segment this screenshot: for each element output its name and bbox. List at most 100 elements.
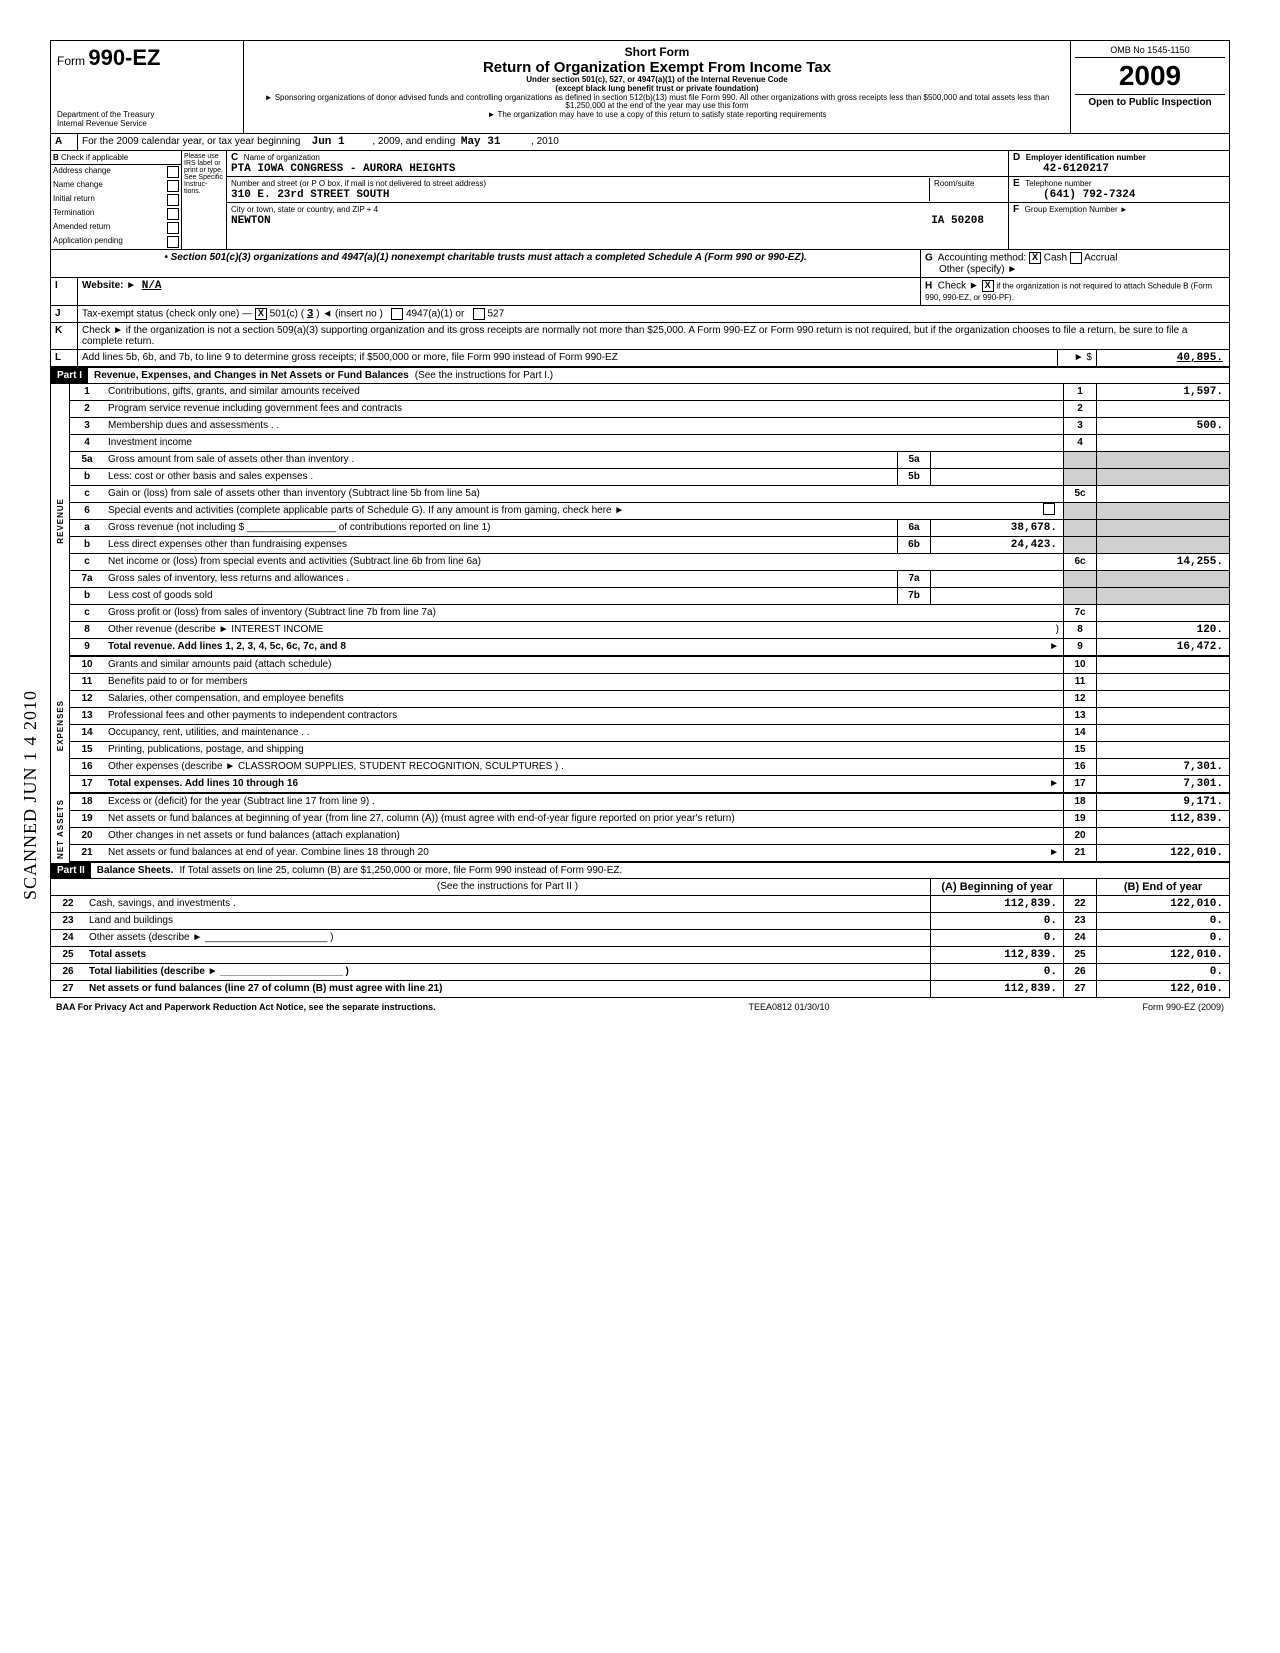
l5b-sv (931, 469, 1063, 485)
checkbox-icon[interactable] (167, 208, 179, 220)
part1-header: Part I Revenue, Expenses, and Changes in… (51, 368, 1229, 384)
l6c-amt: 14,255. (1096, 554, 1229, 570)
g-other: Other (specify) ► (939, 264, 1017, 275)
checkbox-icon[interactable] (167, 180, 179, 192)
l13-amt (1096, 708, 1229, 724)
scanned-stamp: SCANNED JUN 1 4 2010 (20, 690, 41, 900)
l-arrow: ► $ (1057, 350, 1096, 366)
l1-desc: Contributions, gifts, grants, and simila… (104, 384, 1063, 400)
l6-desc: Special events and activities (complete … (104, 503, 1043, 519)
j-insert: ) ◄ (insert no ) (316, 308, 383, 319)
l-value: 40,895. (1096, 350, 1229, 366)
j-title: Tax-exempt status (check only one) — (82, 308, 252, 319)
l12-desc: Salaries, other compensation, and employ… (104, 691, 1063, 707)
part2-title: Balance Sheets. (91, 863, 180, 878)
p2-22-b: 122,010. (1096, 896, 1229, 912)
section-j: J Tax-exempt status (check only one) — X… (51, 306, 1229, 324)
e-title: Telephone number (1025, 179, 1091, 188)
l7a-sv (931, 571, 1063, 587)
part2-instr: (See the instructions for Part II ) (85, 879, 930, 895)
checkbox-icon[interactable] (167, 236, 179, 248)
l5b-box: 5b (897, 469, 931, 485)
open-inspection: Open to Public Inspection (1075, 94, 1225, 108)
p2-25-b: 122,010. (1096, 947, 1229, 963)
section-i-h: I Website: ► N/A H Check ► X if the orga… (51, 278, 1229, 306)
h-checkbox[interactable]: X (982, 280, 994, 292)
l20-desc: Other changes in net assets or fund bala… (104, 828, 1063, 844)
l8-amt: 120. (1096, 622, 1229, 638)
p2-22-desc: Cash, savings, and investments . (85, 896, 930, 912)
l1-amt: 1,597. (1096, 384, 1229, 400)
accrual-checkbox[interactable] (1070, 252, 1082, 264)
l5a-sv (931, 452, 1063, 468)
label-i: I (51, 278, 78, 305)
part1-body: REVENUE 1Contributions, gifts, grants, a… (51, 384, 1229, 657)
h-title: Check ► (938, 280, 979, 291)
period-row: A For the 2009 calendar year, or tax yea… (51, 134, 1229, 151)
title-short: Short Form (248, 45, 1066, 59)
l14-amt (1096, 725, 1229, 741)
tax-year: 2009 (1075, 60, 1225, 92)
phone-value: (641) 792-7324 (1043, 189, 1135, 201)
section-l: L Add lines 5b, 6b, and 7b, to line 9 to… (51, 350, 1229, 368)
l5a-box: 5a (897, 452, 931, 468)
state-zip: IA 50208 (931, 215, 984, 227)
checkbox-icon[interactable] (167, 194, 179, 206)
title-main: Return of Organization Exempt From Incom… (248, 59, 1066, 76)
j-527-checkbox[interactable] (473, 308, 485, 320)
chk-amended: Amended return (53, 222, 110, 234)
l6a-desc: Gross revenue (not including $ _________… (104, 520, 897, 536)
city-label: City or town, state or country, and ZIP … (231, 205, 378, 214)
checkbox-icon[interactable] (167, 222, 179, 234)
label-g: G (925, 252, 933, 263)
j-501c-checkbox[interactable]: X (255, 308, 267, 320)
g-title: Accounting method: (938, 252, 1026, 263)
form-header: Form 990-EZ Department of the Treasury I… (51, 41, 1229, 134)
p2-24-a: 0. (930, 930, 1063, 946)
l7a-desc: Gross sales of inventory, less returns a… (104, 571, 897, 587)
l6c-desc: Net income or (loss) from special events… (104, 554, 1063, 570)
footer-mid: TEEA0812 01/30/10 (749, 1002, 830, 1012)
b-title: Check if applicable (61, 153, 128, 162)
checkbox-icon[interactable] (167, 166, 179, 178)
chk-pending: Application pending (53, 236, 123, 248)
org-name: PTA IOWA CONGRESS - AURORA HEIGHTS (231, 163, 455, 175)
p2-27-desc: Net assets or fund balances (line 27 of … (89, 983, 442, 994)
l9-arrow: ► (1049, 641, 1059, 652)
form-prefix: Form (57, 54, 85, 68)
label-d: D (1013, 152, 1020, 163)
l7c-desc: Gross profit or (loss) from sales of inv… (104, 605, 1063, 621)
side-netassets: NET ASSETS (56, 799, 65, 859)
p2-23-b: 0. (1096, 913, 1229, 929)
side-expenses: EXPENSES (56, 700, 65, 751)
l17-amt: 7,301. (1096, 776, 1229, 792)
label-h: H (925, 280, 932, 291)
j-4947-checkbox[interactable] (391, 308, 403, 320)
l19-amt: 112,839. (1096, 811, 1229, 827)
l9-desc: Total revenue. Add lines 1, 2, 3, 4, 5c,… (108, 641, 346, 652)
part1-note: (See the instructions for Part I.) (415, 370, 553, 381)
p2-24-desc: Other assets (describe ► _______________… (85, 930, 930, 946)
l11-amt (1096, 674, 1229, 690)
section-k: K Check ► if the organization is not a s… (51, 323, 1229, 350)
part2-colA: (A) Beginning of year (930, 879, 1063, 895)
l7b-desc: Less cost of goods sold (104, 588, 897, 604)
l-text: Add lines 5b, 6b, and 7b, to line 9 to d… (82, 352, 618, 363)
header-note2: ► The organization may have to use a cop… (248, 111, 1066, 120)
l20-amt (1096, 828, 1229, 844)
i-title: Website: ► (82, 280, 136, 291)
p2-26-b: 0. (1096, 964, 1229, 980)
street-label: Number and street (or P O box, if mail i… (231, 179, 486, 188)
cash-checkbox[interactable]: X (1029, 252, 1041, 264)
l4-desc: Investment income (104, 435, 1063, 451)
website-value: N/A (142, 280, 162, 292)
l17-desc: Total expenses. Add lines 10 through 16 (108, 778, 298, 789)
l16-amt: 7,301. (1096, 759, 1229, 775)
entity-info: B Check if applicable Address change Nam… (51, 151, 1229, 250)
l9-amt: 16,472. (1096, 639, 1229, 655)
label-a: A (51, 134, 78, 150)
label-j: J (51, 306, 78, 323)
l11-desc: Benefits paid to or for members (104, 674, 1063, 690)
part1-label: Part I (51, 368, 88, 383)
gaming-checkbox[interactable] (1043, 503, 1055, 515)
